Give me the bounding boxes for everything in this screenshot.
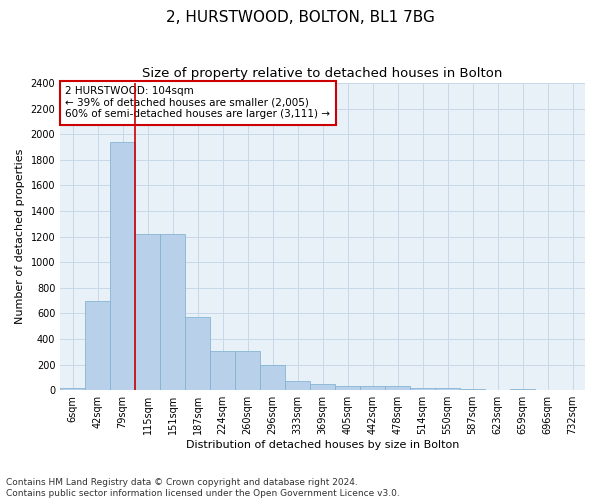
Bar — [260, 364, 285, 390]
Bar — [360, 386, 385, 390]
Bar — [285, 380, 310, 390]
Text: Contains HM Land Registry data © Crown copyright and database right 2024.
Contai: Contains HM Land Registry data © Crown c… — [6, 478, 400, 498]
Bar — [310, 384, 335, 390]
Bar — [85, 300, 110, 390]
Bar — [235, 351, 260, 390]
Bar — [460, 389, 485, 390]
Text: 2 HURSTWOOD: 104sqm
← 39% of detached houses are smaller (2,005)
60% of semi-det: 2 HURSTWOOD: 104sqm ← 39% of detached ho… — [65, 86, 331, 120]
Bar — [335, 386, 360, 390]
Bar — [410, 388, 435, 390]
Bar — [135, 234, 160, 390]
Text: 2, HURSTWOOD, BOLTON, BL1 7BG: 2, HURSTWOOD, BOLTON, BL1 7BG — [166, 10, 434, 25]
Bar — [110, 142, 135, 390]
Bar — [210, 351, 235, 390]
Bar — [160, 234, 185, 390]
Bar — [510, 389, 535, 390]
Bar — [385, 386, 410, 390]
X-axis label: Distribution of detached houses by size in Bolton: Distribution of detached houses by size … — [186, 440, 459, 450]
Bar — [185, 316, 210, 390]
Bar — [60, 388, 85, 390]
Title: Size of property relative to detached houses in Bolton: Size of property relative to detached ho… — [142, 68, 503, 80]
Bar — [435, 388, 460, 390]
Y-axis label: Number of detached properties: Number of detached properties — [15, 149, 25, 324]
